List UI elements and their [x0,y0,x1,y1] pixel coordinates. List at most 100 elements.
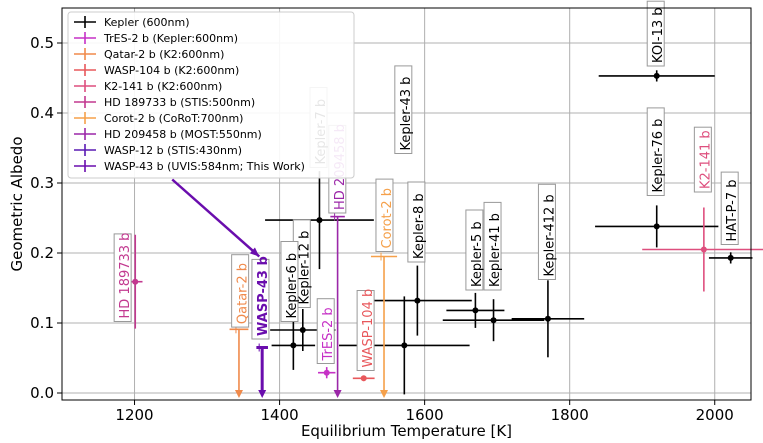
x-tick-label: 1400 [260,406,298,424]
legend: Kepler (600nm) TrES-2 b (Kepler:600nm) Qat… [67,11,355,179]
label-text: TrES-2 b [321,307,336,361]
y-tick-label: 0.1 [30,314,54,332]
legend-label: Qatar-2 b (K2:600nm) [104,48,224,61]
legend-entry: HD 189733 b (STIS:500nm) [74,96,255,109]
label-text: Qatar-2 b [236,263,251,324]
label-box [231,254,250,328]
y-tick-label: 0.3 [30,174,54,192]
label-box [646,107,665,196]
label-text: KOI-13 b [651,8,666,64]
marker [414,297,421,304]
data-point-kepler-6-b [271,320,316,370]
legend-entry: Corot-2 b (CoRoT:700nm) [74,112,243,125]
marker [323,369,330,376]
marker [401,342,408,349]
data-point-kepler-8-b [362,265,472,336]
marker [490,317,497,324]
label-kepler-412-b: Kepler-412 b [537,183,557,280]
label-k2-141-b: K2-141 b [693,126,713,193]
legend-label: Kepler (600nm) [104,16,190,29]
data-point-kepler-7-b [265,171,374,270]
label-kepler-6-b: Kepler-6 b [280,241,300,322]
label-box [375,178,394,252]
label-text: Kepler-412 b [542,194,557,276]
label-text: Kepler-41 b [488,213,503,287]
marker [360,375,367,382]
plot-frame [61,7,752,401]
label-text: WASP-104 b [361,289,376,368]
legend-entry: WASP-104 b (K2:600nm) [74,64,239,77]
label-hat-p-7-b: HAT-P-7 b [720,171,740,245]
label-text: Kepler-5 b [470,221,485,287]
data-point-hat-p-7-b [708,252,753,264]
x-tick-label: 2000 [696,406,734,424]
callout-arrow [171,178,261,258]
label-box [394,65,413,154]
label-text: Kepler-43 b [399,77,414,151]
label-box [280,241,299,322]
data-point-kepler-76-b [595,205,719,248]
label-box [720,171,739,245]
legend-entry: K2-141 b (K2:600nm) [74,80,222,93]
marker [299,327,306,333]
data-point-wasp-104-b [352,375,375,382]
legend-label: HD 189733 b (STIS:500nm) [104,96,255,109]
label-box [251,258,270,340]
label-wasp-43-b: WASP-43 b [251,256,271,340]
x-tick-label: 1200 [115,406,153,424]
upper-limit-arrow [380,390,389,398]
error-bars [127,70,763,398]
x-axis-label: Equilibrium Temperature [K] [301,422,512,440]
label-kepler-41-b: Kepler-41 b [483,201,503,291]
data-point-hd-189733-b [127,234,143,329]
legend-label: WASP-12 b (STIS:430nm) [104,144,242,157]
label-tres-2-b: TrES-2 b [316,298,336,364]
label-text: Kepler-12 b [297,231,312,305]
marker [653,223,660,230]
label-box [646,0,665,67]
label-text: Kepler-6 b [285,253,300,319]
label-box [537,183,556,280]
label-text: WASP-43 b [256,256,271,336]
label-corot-2-b: Corot-2 b [375,178,395,252]
label-wasp-104-b: WASP-104 b [356,289,376,371]
label-qatar-2-b: Qatar-2 b [231,254,251,328]
label-kepler-76-b: Kepler-76 b [646,107,666,196]
upper-limit-arrow [234,390,243,398]
label-text: HAT-P-7 b [725,180,740,242]
marker [653,72,660,79]
y-tick-label: 0.5 [30,34,54,52]
y-tick-label: 0.0 [30,384,54,402]
arrow-head [249,247,260,257]
legend-entry: Qatar-2 b (K2:600nm) [74,48,224,61]
axis-ticks: 1200 1400 1600 1800 2000 0.0 0.1 0.2 0.3 0.4 0.5 [30,34,734,424]
label-kepler-43-b: Kepler-43 b [394,65,414,154]
label-box [113,233,132,322]
legend-label: K2-141 b (K2:600nm) [104,80,222,93]
data-point-kepler-5-b [446,292,505,328]
legend-entry: Kepler (600nm) [74,16,190,29]
data-point-wasp-43-b [256,343,268,398]
marker [472,307,479,314]
label-kepler-5-b: Kepler-5 b [465,209,485,291]
legend-label: TrES-2 b (Kepler:600nm) [103,32,238,45]
y-tick-label: 0.2 [30,244,54,262]
label-kepler-8-b: Kepler-8 b [407,181,427,263]
arrow-shaft [171,178,261,258]
legend-label: HD 209458 b (MOST:550nm) [104,128,262,141]
marker [544,315,551,322]
legend-label: WASP-104 b (K2:600nm) [104,64,239,77]
label-text: Kepler-8 b [412,193,427,259]
label-box [465,209,484,291]
legend-entry: HD 209458 b (MOST:550nm) [74,128,262,141]
marker [290,342,297,349]
x-tick-label: 1800 [551,406,589,424]
label-box [316,298,335,364]
upper-limit-arrow [333,390,342,398]
data-point-tres-2-b [318,367,336,379]
x-tick-label: 1600 [406,406,444,424]
label-text: Kepler-76 b [651,119,666,193]
marker [316,217,323,224]
